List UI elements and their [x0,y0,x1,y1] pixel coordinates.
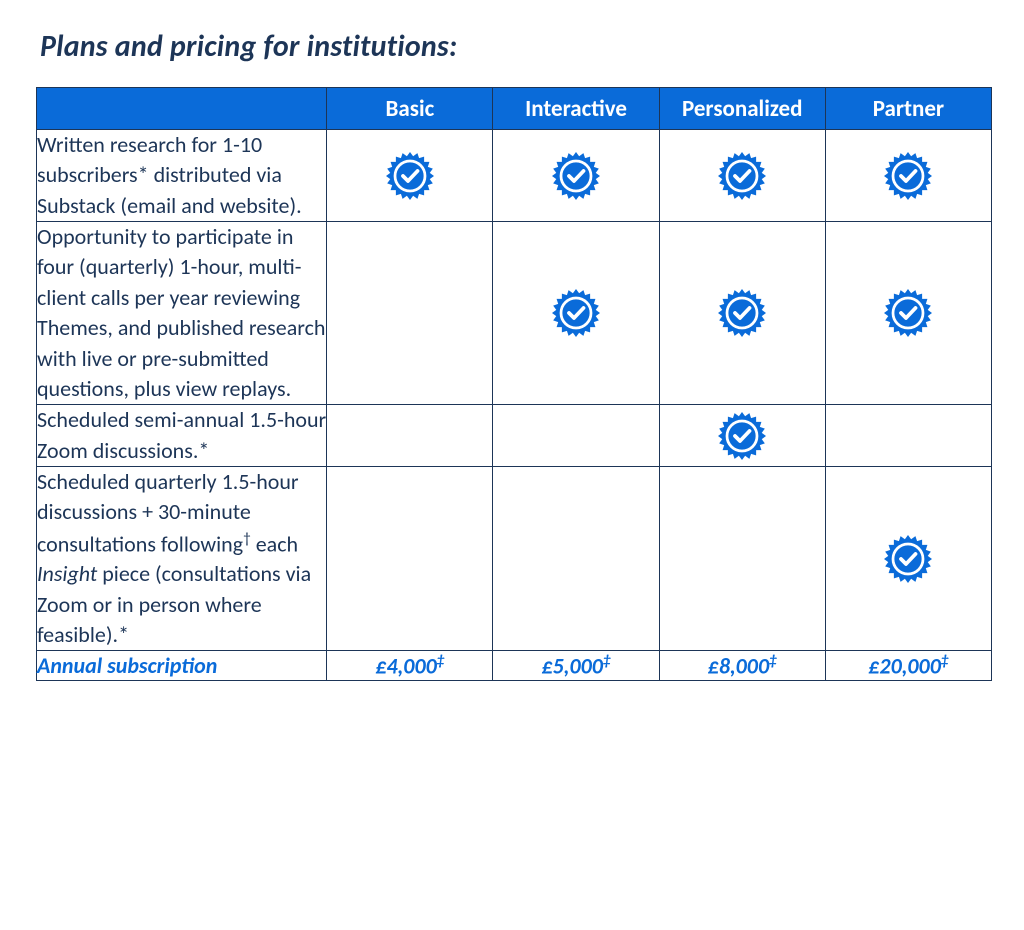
check-cell [493,222,659,405]
feature-cell: Written research for 1-10 subscribers* d… [37,130,327,222]
check-cell [659,466,825,650]
check-cell [327,405,493,467]
feature-cell: Scheduled semi-annual 1.5-hour Zoom disc… [37,405,327,467]
table-row: Scheduled semi-annual 1.5-hour Zoom disc… [37,405,992,467]
price-value: £20,000‡ [825,651,991,680]
check-cell [825,222,991,405]
table-row: Written research for 1-10 subscribers* d… [37,130,992,222]
check-badge-icon [551,288,601,338]
check-cell [327,130,493,222]
check-cell [493,130,659,222]
header-partner: Partner [825,88,991,130]
check-cell [825,405,991,467]
table-row: Scheduled quarterly 1.5-hour discussions… [37,466,992,650]
check-cell [493,405,659,467]
header-interactive: Interactive [493,88,659,130]
check-badge-icon [883,534,933,584]
check-badge-icon [717,288,767,338]
pricing-table: Basic Interactive Personalized Partner W… [36,87,992,681]
check-badge-icon [385,151,435,201]
feature-cell: Opportunity to participate in four (quar… [37,222,327,405]
check-cell [327,222,493,405]
check-cell [659,222,825,405]
price-value: £5,000‡ [493,651,659,680]
check-cell [659,405,825,467]
check-cell [825,466,991,650]
check-badge-icon [717,151,767,201]
price-value: £4,000‡ [327,651,493,680]
check-badge-icon [717,411,767,461]
table-header-row: Basic Interactive Personalized Partner [37,88,992,130]
check-cell [659,130,825,222]
check-badge-icon [551,151,601,201]
header-blank [37,88,327,130]
header-personalized: Personalized [659,88,825,130]
check-badge-icon [883,151,933,201]
table-row: Opportunity to participate in four (quar… [37,222,992,405]
page-title: Plans and pricing for institutions: [40,28,1000,65]
price-label: Annual subscription [37,651,327,680]
check-cell [493,466,659,650]
price-row: Annual subscription£4,000‡£5,000‡£8,000‡… [37,651,992,680]
price-value: £8,000‡ [659,651,825,680]
check-cell [327,466,493,650]
check-cell [825,130,991,222]
feature-cell: Scheduled quarterly 1.5-hour discussions… [37,466,327,650]
check-badge-icon [883,288,933,338]
header-basic: Basic [327,88,493,130]
